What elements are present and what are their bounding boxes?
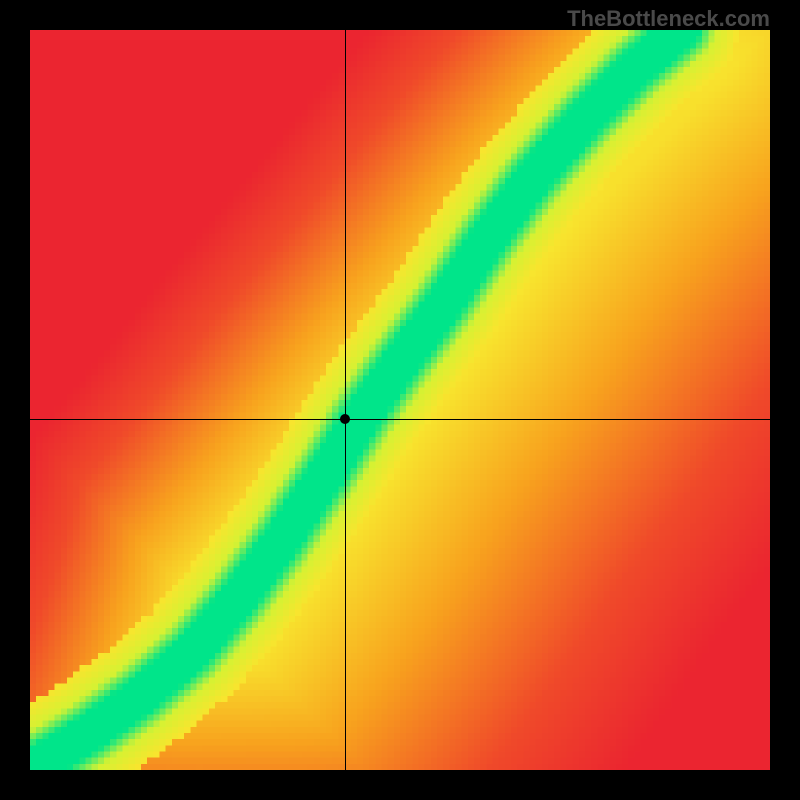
- source-watermark: TheBottleneck.com: [567, 6, 770, 32]
- heatmap-canvas: [30, 30, 770, 770]
- heatmap-chart: [30, 30, 770, 770]
